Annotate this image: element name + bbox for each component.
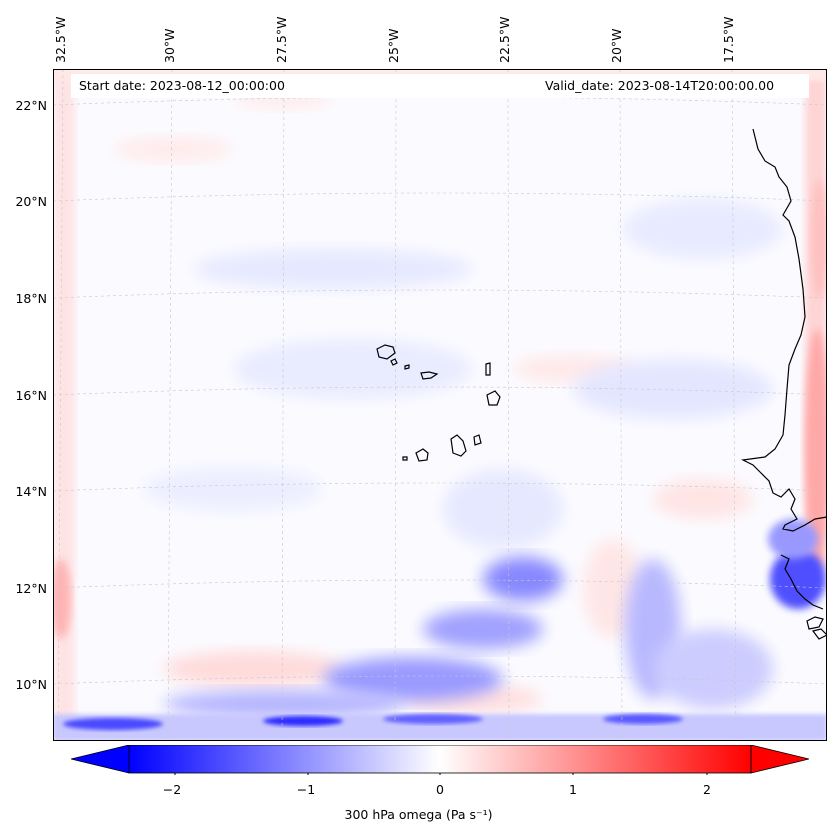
colorbar-extend-low: [71, 745, 130, 774]
map-frame: [53, 69, 827, 741]
lon-label: 25°W: [386, 28, 401, 63]
colorbar-extend-high: [750, 745, 809, 774]
lat-label: 18°N: [15, 291, 47, 306]
colorbar: [71, 745, 809, 775]
colorbar-tick: 1: [569, 782, 577, 797]
lat-label: 22°N: [15, 98, 47, 113]
lat-label: 16°N: [15, 388, 47, 403]
date-banner: [71, 74, 809, 98]
gridlines: [53, 69, 827, 741]
coastline: [376, 128, 827, 640]
start-date: Start date: 2023-08-12_00:00:00: [79, 78, 285, 93]
lon-label: 30°W: [162, 28, 177, 63]
lat-label: 20°N: [15, 194, 47, 209]
lat-label: 14°N: [15, 484, 47, 499]
colorbar-tick: −1: [296, 782, 316, 797]
colorbar-tick: −2: [162, 782, 182, 797]
colorbar-label: 300 hPa omega (Pa s⁻¹): [344, 807, 493, 822]
lon-label: 32.5°W: [53, 16, 68, 63]
omega-map: [53, 69, 827, 741]
lat-label: 12°N: [15, 581, 47, 596]
lon-label: 17.5°W: [721, 16, 736, 63]
lon-label: 22.5°W: [497, 16, 512, 63]
colorbar-body: [129, 745, 751, 773]
lon-label: 27.5°W: [274, 16, 289, 63]
lat-label: 10°N: [15, 677, 47, 692]
lon-label: 20°W: [609, 28, 624, 63]
colorbar-tick: 0: [436, 782, 444, 797]
colorbar-tick: 2: [703, 782, 711, 797]
valid-date: Valid_date: 2023-08-14T20:00:00.00: [545, 78, 775, 93]
